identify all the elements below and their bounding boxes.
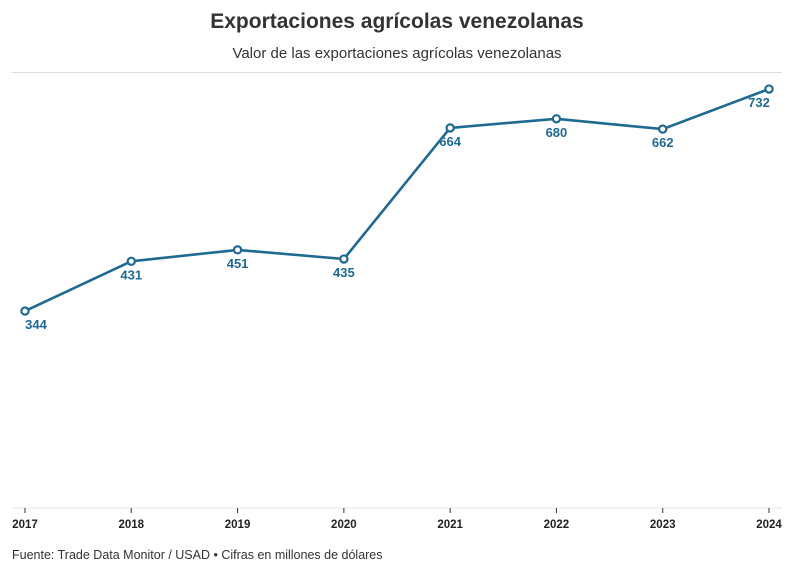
data-label: 662 <box>652 135 674 150</box>
x-tick-label: 2018 <box>118 519 144 531</box>
x-tick-label: 2019 <box>225 519 251 531</box>
data-labels: 344 431 451 435 664 680 662 732 <box>25 95 770 332</box>
x-tick-label: 2024 <box>756 519 782 531</box>
x-tick-label: 2020 <box>331 519 357 531</box>
data-point-marker <box>551 114 562 124</box>
data-point-marker <box>20 306 30 316</box>
chart-subtitle: Valor de las exportaciones agrícolas ven… <box>232 45 562 62</box>
x-tick-label: 2022 <box>544 519 570 531</box>
data-point-marker <box>764 84 774 94</box>
series-line <box>23 87 771 313</box>
data-point-marker <box>445 123 455 133</box>
header-divider <box>12 72 782 73</box>
data-label: 431 <box>120 267 142 282</box>
data-label: 732 <box>748 95 770 110</box>
x-tick-label: 2023 <box>650 519 676 531</box>
data-label: 664 <box>439 134 461 149</box>
series-markers <box>20 84 774 316</box>
x-tick-label: 2021 <box>437 519 463 531</box>
data-label: 680 <box>546 125 568 140</box>
data-label: 344 <box>25 317 47 332</box>
x-tick-label: 2017 <box>12 519 38 531</box>
data-point-marker <box>126 256 136 267</box>
data-label: 435 <box>333 265 355 280</box>
x-axis-ticks: 2017 2018 2019 2020 2021 2022 2023 2024 <box>12 508 782 531</box>
data-label: 451 <box>227 256 249 271</box>
data-point-marker <box>339 254 349 264</box>
data-point-marker <box>658 124 668 134</box>
source-note: Fuente: Trade Data Monitor / USAD • Cifr… <box>12 548 383 562</box>
chart-title: Exportaciones agrícolas venezolanas <box>210 10 584 33</box>
data-point-marker <box>232 245 243 255</box>
